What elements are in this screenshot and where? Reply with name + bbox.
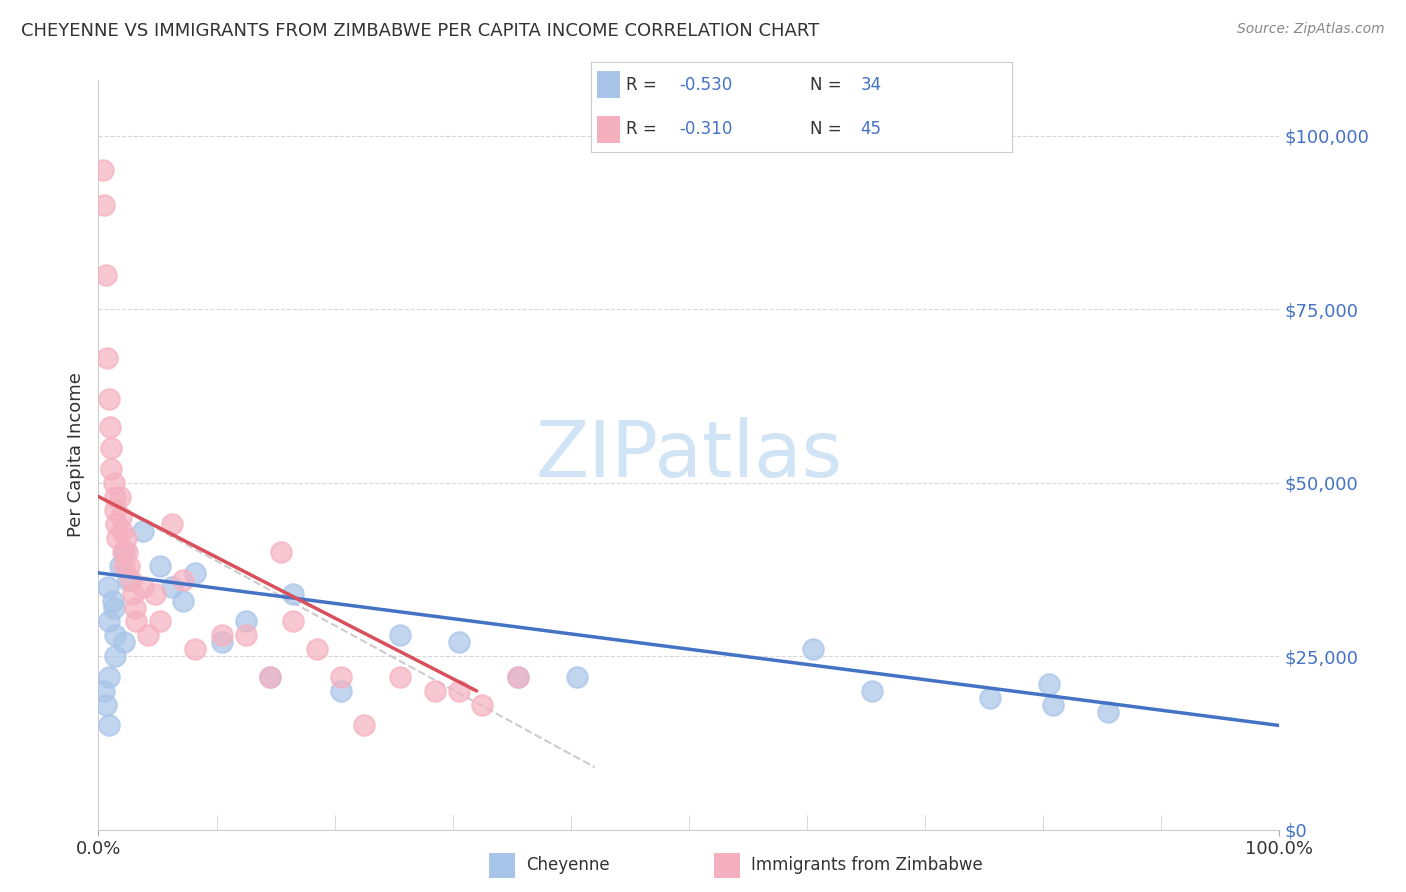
Point	[1038, 677, 1060, 691]
Text: Immigrants from Zimbabwe: Immigrants from Zimbabwe	[751, 856, 983, 874]
Text: R =: R =	[626, 120, 662, 138]
Text: R =: R =	[626, 76, 662, 94]
Point	[104, 490, 127, 504]
Point	[98, 615, 121, 629]
Point	[104, 628, 127, 642]
Point	[172, 573, 194, 587]
Point	[329, 683, 352, 698]
Point	[112, 545, 135, 559]
Point	[160, 580, 183, 594]
Point	[1042, 698, 1064, 712]
Point	[110, 510, 132, 524]
Point	[565, 670, 588, 684]
Point	[235, 615, 257, 629]
Point	[172, 593, 194, 607]
Text: Source: ZipAtlas.com: Source: ZipAtlas.com	[1237, 22, 1385, 37]
Point	[259, 670, 281, 684]
Point	[506, 670, 529, 684]
Point	[149, 558, 172, 573]
Point	[121, 573, 143, 587]
Text: Cheyenne: Cheyenne	[526, 856, 609, 874]
Point	[93, 198, 115, 212]
Point	[103, 475, 125, 490]
Point	[305, 642, 328, 657]
Point	[98, 670, 121, 684]
Point	[94, 268, 117, 282]
Point	[100, 441, 122, 455]
Text: 45: 45	[860, 120, 882, 138]
Bar	[596, 71, 620, 98]
Point	[104, 649, 127, 664]
Point	[283, 587, 305, 601]
Bar	[596, 116, 620, 143]
Point	[108, 558, 131, 573]
Point	[270, 545, 292, 559]
Text: -0.530: -0.530	[679, 76, 733, 94]
Point	[117, 573, 139, 587]
Point	[105, 531, 128, 545]
Text: N =: N =	[810, 76, 846, 94]
Point	[93, 683, 115, 698]
Bar	[489, 853, 515, 878]
Point	[506, 670, 529, 684]
Point	[94, 698, 117, 712]
Point	[136, 628, 159, 642]
Point	[979, 690, 1001, 705]
Bar	[714, 853, 740, 878]
Point	[97, 580, 120, 594]
Point	[184, 642, 207, 657]
Point	[96, 351, 118, 365]
Point	[388, 628, 411, 642]
Point	[1097, 705, 1119, 719]
Point	[184, 566, 207, 580]
Point	[132, 580, 155, 594]
Point	[329, 670, 352, 684]
Point	[283, 615, 305, 629]
Point	[103, 600, 125, 615]
Point	[471, 698, 494, 712]
Point	[98, 420, 121, 434]
Y-axis label: Per Capita Income: Per Capita Income	[66, 373, 84, 537]
Point	[101, 593, 124, 607]
Text: ZIPatlas: ZIPatlas	[536, 417, 842, 493]
Point	[423, 683, 446, 698]
Text: 34: 34	[860, 76, 882, 94]
Point	[447, 683, 470, 698]
Point	[112, 545, 135, 559]
Point	[112, 558, 135, 573]
Point	[125, 615, 148, 629]
Point	[259, 670, 281, 684]
Text: CHEYENNE VS IMMIGRANTS FROM ZIMBABWE PER CAPITA INCOME CORRELATION CHART: CHEYENNE VS IMMIGRANTS FROM ZIMBABWE PER…	[21, 22, 820, 40]
Point	[104, 503, 127, 517]
Point	[108, 490, 131, 504]
Point	[115, 545, 138, 559]
Point	[860, 683, 883, 698]
Point	[388, 670, 411, 684]
Point	[235, 628, 257, 642]
Point	[160, 517, 183, 532]
Point	[211, 635, 233, 649]
Point	[211, 628, 233, 642]
Point	[143, 587, 166, 601]
Point	[98, 392, 121, 407]
Point	[447, 635, 470, 649]
Point	[132, 524, 155, 539]
Point	[112, 635, 135, 649]
Point	[801, 642, 824, 657]
Point	[124, 600, 146, 615]
Point	[100, 462, 122, 476]
Point	[149, 615, 172, 629]
Point	[98, 718, 121, 732]
Point	[111, 524, 134, 539]
Point	[114, 531, 136, 545]
Point	[105, 517, 128, 532]
Text: -0.310: -0.310	[679, 120, 733, 138]
Point	[91, 163, 114, 178]
Point	[353, 718, 375, 732]
Point	[118, 558, 141, 573]
Text: N =: N =	[810, 120, 846, 138]
Point	[121, 587, 143, 601]
